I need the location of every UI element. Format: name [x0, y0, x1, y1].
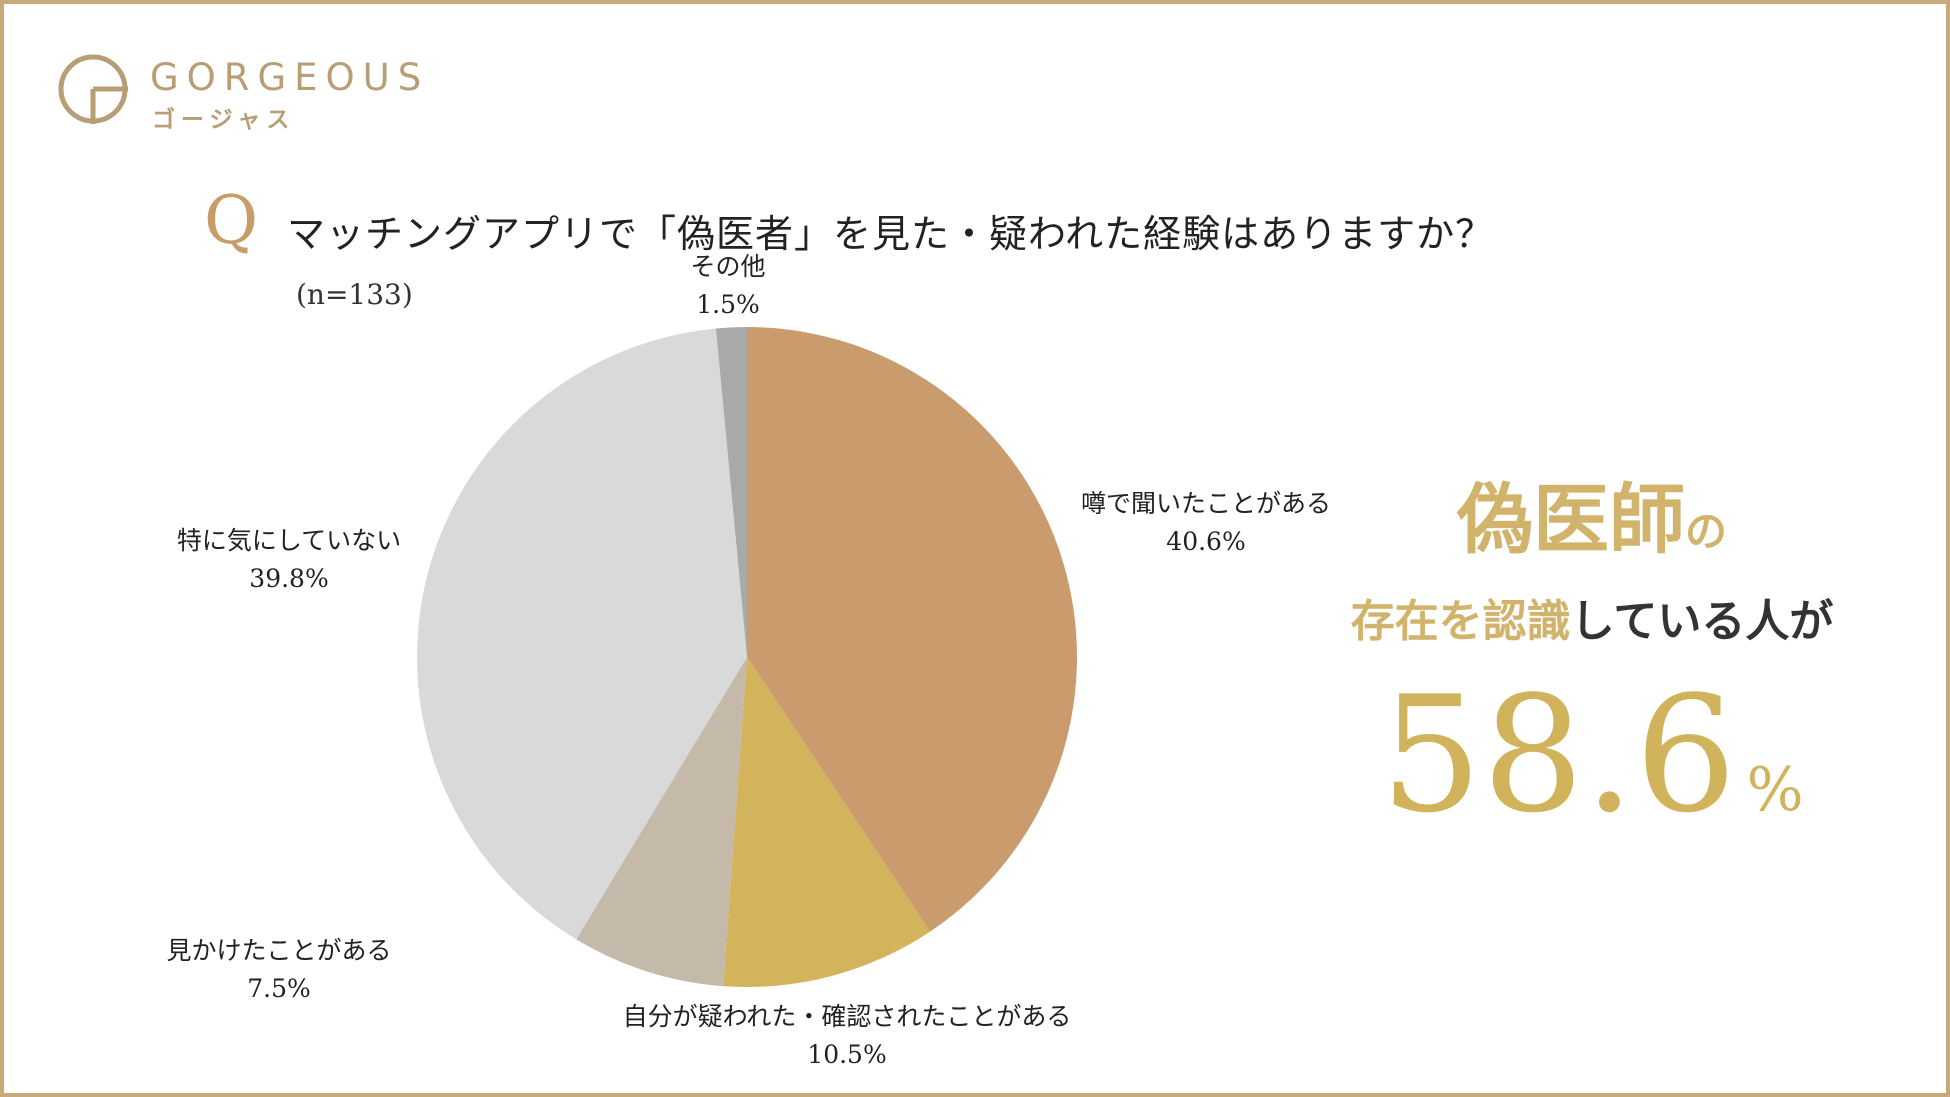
logo-wordmark: GORGEOUS: [150, 56, 430, 99]
question-mark-q: Q: [204, 182, 259, 259]
callout-line-1: 偽医師の: [1457, 458, 1727, 568]
callout-unit: %: [1746, 755, 1804, 825]
slice-label-text: 噂で聞いたことがある: [1080, 489, 1332, 518]
slice-label-value: 7.5%: [247, 973, 311, 1003]
slice-label-4: その他 1.5%: [690, 248, 765, 323]
callout-recognize: 存在を認識: [1350, 596, 1571, 647]
question-title: マッチングアプリで「偽医者」を見た・疑われた経験はありますか？: [287, 212, 1495, 256]
callout-particle: の: [1684, 507, 1728, 556]
slice-label-text: その他: [690, 252, 766, 281]
callout-line-2: 存在を認識している人が: [1351, 585, 1834, 649]
g-circle-logo-icon: [58, 54, 128, 124]
sample-size: (n=133): [296, 278, 413, 311]
slice-label-value: 10.5%: [807, 1039, 887, 1069]
pie-slice-1: [723, 657, 931, 987]
slice-label-3: 特に気にしていない 39.8%: [177, 522, 401, 597]
slice-label-value: 39.8%: [249, 563, 329, 593]
pie-slice-2: [576, 657, 747, 987]
slice-label-value: 1.5%: [696, 289, 760, 319]
pie-slice-3: [416, 328, 747, 940]
slice-label-1: 自分が疑われた・確認されたことがある 10.5%: [623, 998, 1072, 1073]
callout-value: 58.6: [1380, 661, 1737, 848]
logo-katakana: ゴージャス: [152, 107, 296, 133]
pie-slice-0: [747, 327, 1077, 932]
slice-label-text: 自分が疑われた・確認されたことがある: [622, 1002, 1072, 1031]
slice-label-text: 見かけたことがある: [166, 936, 392, 965]
pie-slice-4: [715, 327, 747, 657]
callout-percentage: 58.6%: [1380, 675, 1803, 835]
callout-fake-doctor: 偽医師: [1456, 475, 1685, 564]
slice-label-text: 特に気にしていない: [176, 526, 402, 555]
slice-label-value: 40.6%: [1166, 526, 1246, 556]
slice-label-2: 見かけたことがある 7.5%: [166, 932, 391, 1007]
callout-people: している人が: [1570, 596, 1834, 647]
slice-label-0: 噂で聞いたことがある 40.6%: [1081, 485, 1331, 560]
